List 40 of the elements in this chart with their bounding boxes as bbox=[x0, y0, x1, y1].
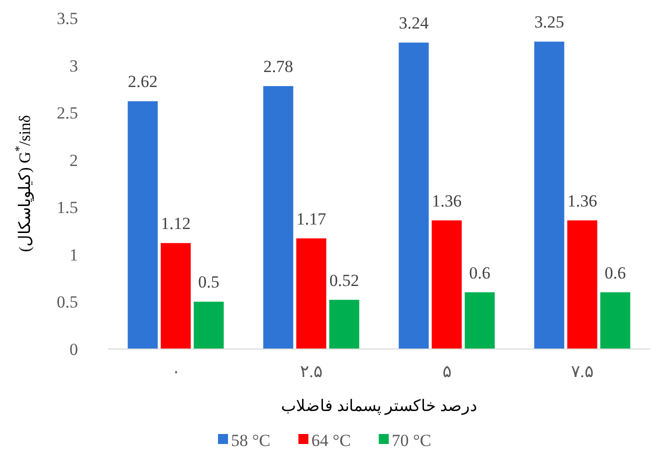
bar bbox=[398, 42, 429, 349]
data-label: 2.78 bbox=[263, 57, 294, 76]
y-tick-label: 3 bbox=[70, 56, 78, 76]
data-label: 1.17 bbox=[296, 209, 327, 228]
legend-label: 58 °C bbox=[231, 431, 270, 450]
bar bbox=[296, 238, 326, 349]
y-tick-label: 1 bbox=[70, 245, 78, 264]
y-tick-label: 3.5 bbox=[56, 9, 78, 28]
bar bbox=[464, 292, 495, 349]
bar bbox=[432, 220, 462, 349]
data-label: 0.6 bbox=[604, 263, 626, 282]
bar bbox=[263, 86, 294, 349]
x-tick-label: ۰ bbox=[171, 362, 180, 381]
data-label: 3.25 bbox=[534, 12, 564, 32]
data-label: 2.62 bbox=[128, 72, 158, 92]
y-tick-label: 1.5 bbox=[56, 198, 78, 218]
x-tick-label: ۷.۵ bbox=[571, 362, 594, 381]
data-label: 1.36 bbox=[567, 191, 598, 210]
x-tick-label: ۲.۵ bbox=[300, 362, 322, 381]
y-tick-label: 2 bbox=[70, 150, 78, 170]
data-label: 0.52 bbox=[329, 270, 360, 290]
data-label: 1.36 bbox=[432, 191, 462, 210]
bar bbox=[329, 300, 360, 349]
legend-label: 64 °C bbox=[311, 431, 351, 450]
y-tick-label: 2.5 bbox=[56, 104, 78, 123]
data-label: 3.24 bbox=[398, 14, 430, 33]
bar bbox=[160, 243, 191, 349]
bar bbox=[194, 302, 224, 349]
y-tick-label: 0.5 bbox=[56, 292, 78, 312]
x-tick-label: ۵ bbox=[442, 362, 452, 381]
x-axis-title: درصد خاکستر پسماند فاضلاب bbox=[281, 398, 477, 415]
bar bbox=[600, 292, 630, 349]
bar bbox=[567, 220, 598, 349]
bar bbox=[534, 42, 564, 349]
data-label: 0.5 bbox=[198, 272, 220, 292]
bar bbox=[128, 101, 158, 349]
legend-label: 70 °C bbox=[392, 431, 432, 450]
data-label: 1.12 bbox=[160, 214, 191, 234]
y-tick-label: 0 bbox=[70, 340, 78, 359]
data-label: 0.6 bbox=[469, 263, 490, 282]
